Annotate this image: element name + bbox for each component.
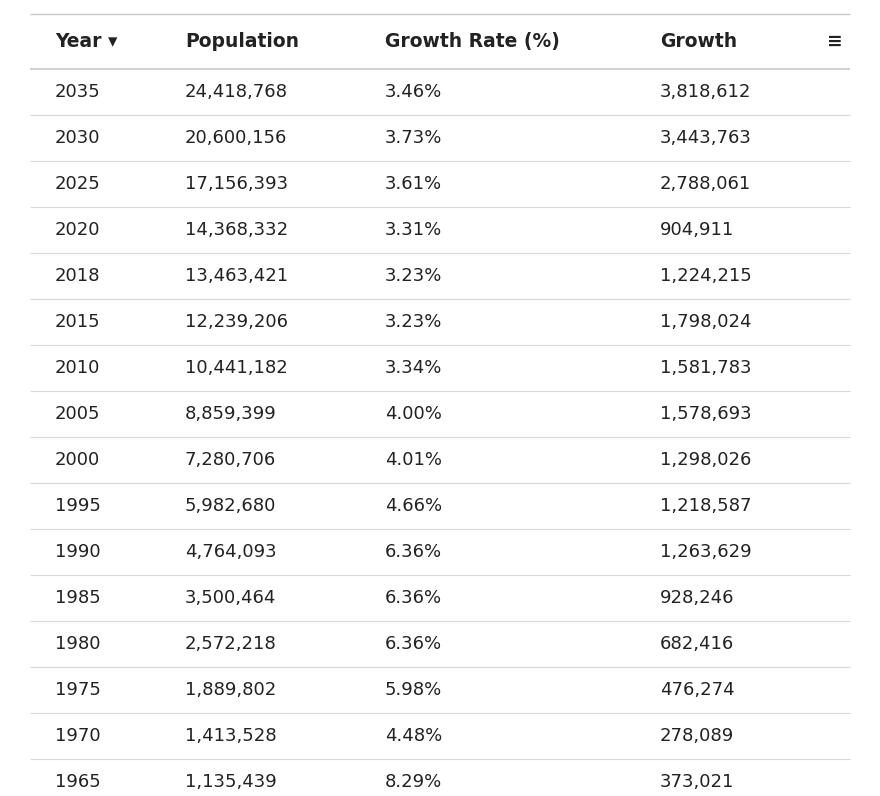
Text: 1975: 1975	[55, 681, 101, 699]
Text: 6.36%: 6.36%	[385, 589, 442, 607]
Bar	[30, 529, 850, 575]
Text: 1,298,026: 1,298,026	[660, 451, 752, 469]
Text: 1970: 1970	[55, 727, 100, 745]
Text: 4.66%: 4.66%	[385, 497, 442, 515]
Text: 904,911: 904,911	[660, 221, 734, 239]
Text: 2,788,061: 2,788,061	[660, 175, 752, 193]
Text: 3,818,612: 3,818,612	[660, 83, 752, 101]
Text: 1,263,629: 1,263,629	[660, 543, 752, 561]
Text: 2035: 2035	[55, 83, 100, 101]
Text: 8.29%: 8.29%	[385, 773, 443, 791]
Text: 5.98%: 5.98%	[385, 681, 443, 699]
Text: 1,578,693: 1,578,693	[660, 405, 752, 423]
Text: 1,581,783: 1,581,783	[660, 359, 752, 377]
Bar	[30, 161, 850, 207]
Text: 2030: 2030	[55, 129, 100, 147]
Text: 7,280,706: 7,280,706	[185, 451, 276, 469]
Bar	[30, 253, 850, 299]
Bar	[30, 345, 850, 391]
Text: 4.01%: 4.01%	[385, 451, 442, 469]
Text: 1,224,215: 1,224,215	[660, 267, 752, 285]
Text: 1965: 1965	[55, 773, 100, 791]
Text: 2,572,218: 2,572,218	[185, 635, 276, 653]
Text: Growth: Growth	[660, 32, 737, 51]
Text: 476,274: 476,274	[660, 681, 735, 699]
Text: 682,416: 682,416	[660, 635, 734, 653]
Bar	[30, 115, 850, 161]
Text: Population: Population	[185, 32, 299, 51]
Text: 1980: 1980	[55, 635, 100, 653]
Text: 278,089: 278,089	[660, 727, 734, 745]
Bar	[30, 69, 850, 115]
Text: Year ▾: Year ▾	[55, 32, 117, 51]
Bar	[30, 299, 850, 345]
Text: 3,500,464: 3,500,464	[185, 589, 276, 607]
Text: 13,463,421: 13,463,421	[185, 267, 288, 285]
Text: 3.61%: 3.61%	[385, 175, 442, 193]
Text: 928,246: 928,246	[660, 589, 735, 607]
Text: 2000: 2000	[55, 451, 100, 469]
Text: 3.34%: 3.34%	[385, 359, 443, 377]
Text: 5,982,680: 5,982,680	[185, 497, 276, 515]
Text: 2018: 2018	[55, 267, 100, 285]
Text: 6.36%: 6.36%	[385, 543, 442, 561]
Text: 1990: 1990	[55, 543, 100, 561]
Text: 10,441,182: 10,441,182	[185, 359, 288, 377]
Text: 2020: 2020	[55, 221, 100, 239]
Text: 1,413,528: 1,413,528	[185, 727, 276, 745]
Bar	[30, 621, 850, 667]
Text: 2005: 2005	[55, 405, 100, 423]
Text: 2025: 2025	[55, 175, 100, 193]
Text: 3,443,763: 3,443,763	[660, 129, 752, 147]
Text: 6.36%: 6.36%	[385, 635, 442, 653]
Text: 1,798,024: 1,798,024	[660, 313, 752, 331]
Text: 373,021: 373,021	[660, 773, 735, 791]
Text: 4,764,093: 4,764,093	[185, 543, 276, 561]
Text: 8,859,399: 8,859,399	[185, 405, 276, 423]
Bar	[30, 759, 850, 796]
Text: 20,600,156: 20,600,156	[185, 129, 288, 147]
Bar	[30, 207, 850, 253]
Text: 4.00%: 4.00%	[385, 405, 442, 423]
Bar	[30, 575, 850, 621]
Text: 1,889,802: 1,889,802	[185, 681, 276, 699]
Text: 24,418,768: 24,418,768	[185, 83, 288, 101]
Text: 1,135,439: 1,135,439	[185, 773, 276, 791]
Text: 1985: 1985	[55, 589, 100, 607]
Text: 3.23%: 3.23%	[385, 267, 443, 285]
Text: ≡: ≡	[827, 32, 843, 51]
Text: 2010: 2010	[55, 359, 100, 377]
Text: 14,368,332: 14,368,332	[185, 221, 288, 239]
Text: 3.46%: 3.46%	[385, 83, 443, 101]
Text: 3.23%: 3.23%	[385, 313, 443, 331]
Bar	[30, 391, 850, 437]
Text: 4.48%: 4.48%	[385, 727, 443, 745]
Bar	[30, 713, 850, 759]
Text: Growth Rate (%): Growth Rate (%)	[385, 32, 560, 51]
Text: 1,218,587: 1,218,587	[660, 497, 752, 515]
Text: 12,239,206: 12,239,206	[185, 313, 288, 331]
Text: 2015: 2015	[55, 313, 100, 331]
Bar	[30, 667, 850, 713]
Text: 17,156,393: 17,156,393	[185, 175, 288, 193]
Text: 1995: 1995	[55, 497, 101, 515]
Bar	[30, 437, 850, 483]
Text: 3.73%: 3.73%	[385, 129, 443, 147]
Text: 3.31%: 3.31%	[385, 221, 443, 239]
Bar	[30, 483, 850, 529]
